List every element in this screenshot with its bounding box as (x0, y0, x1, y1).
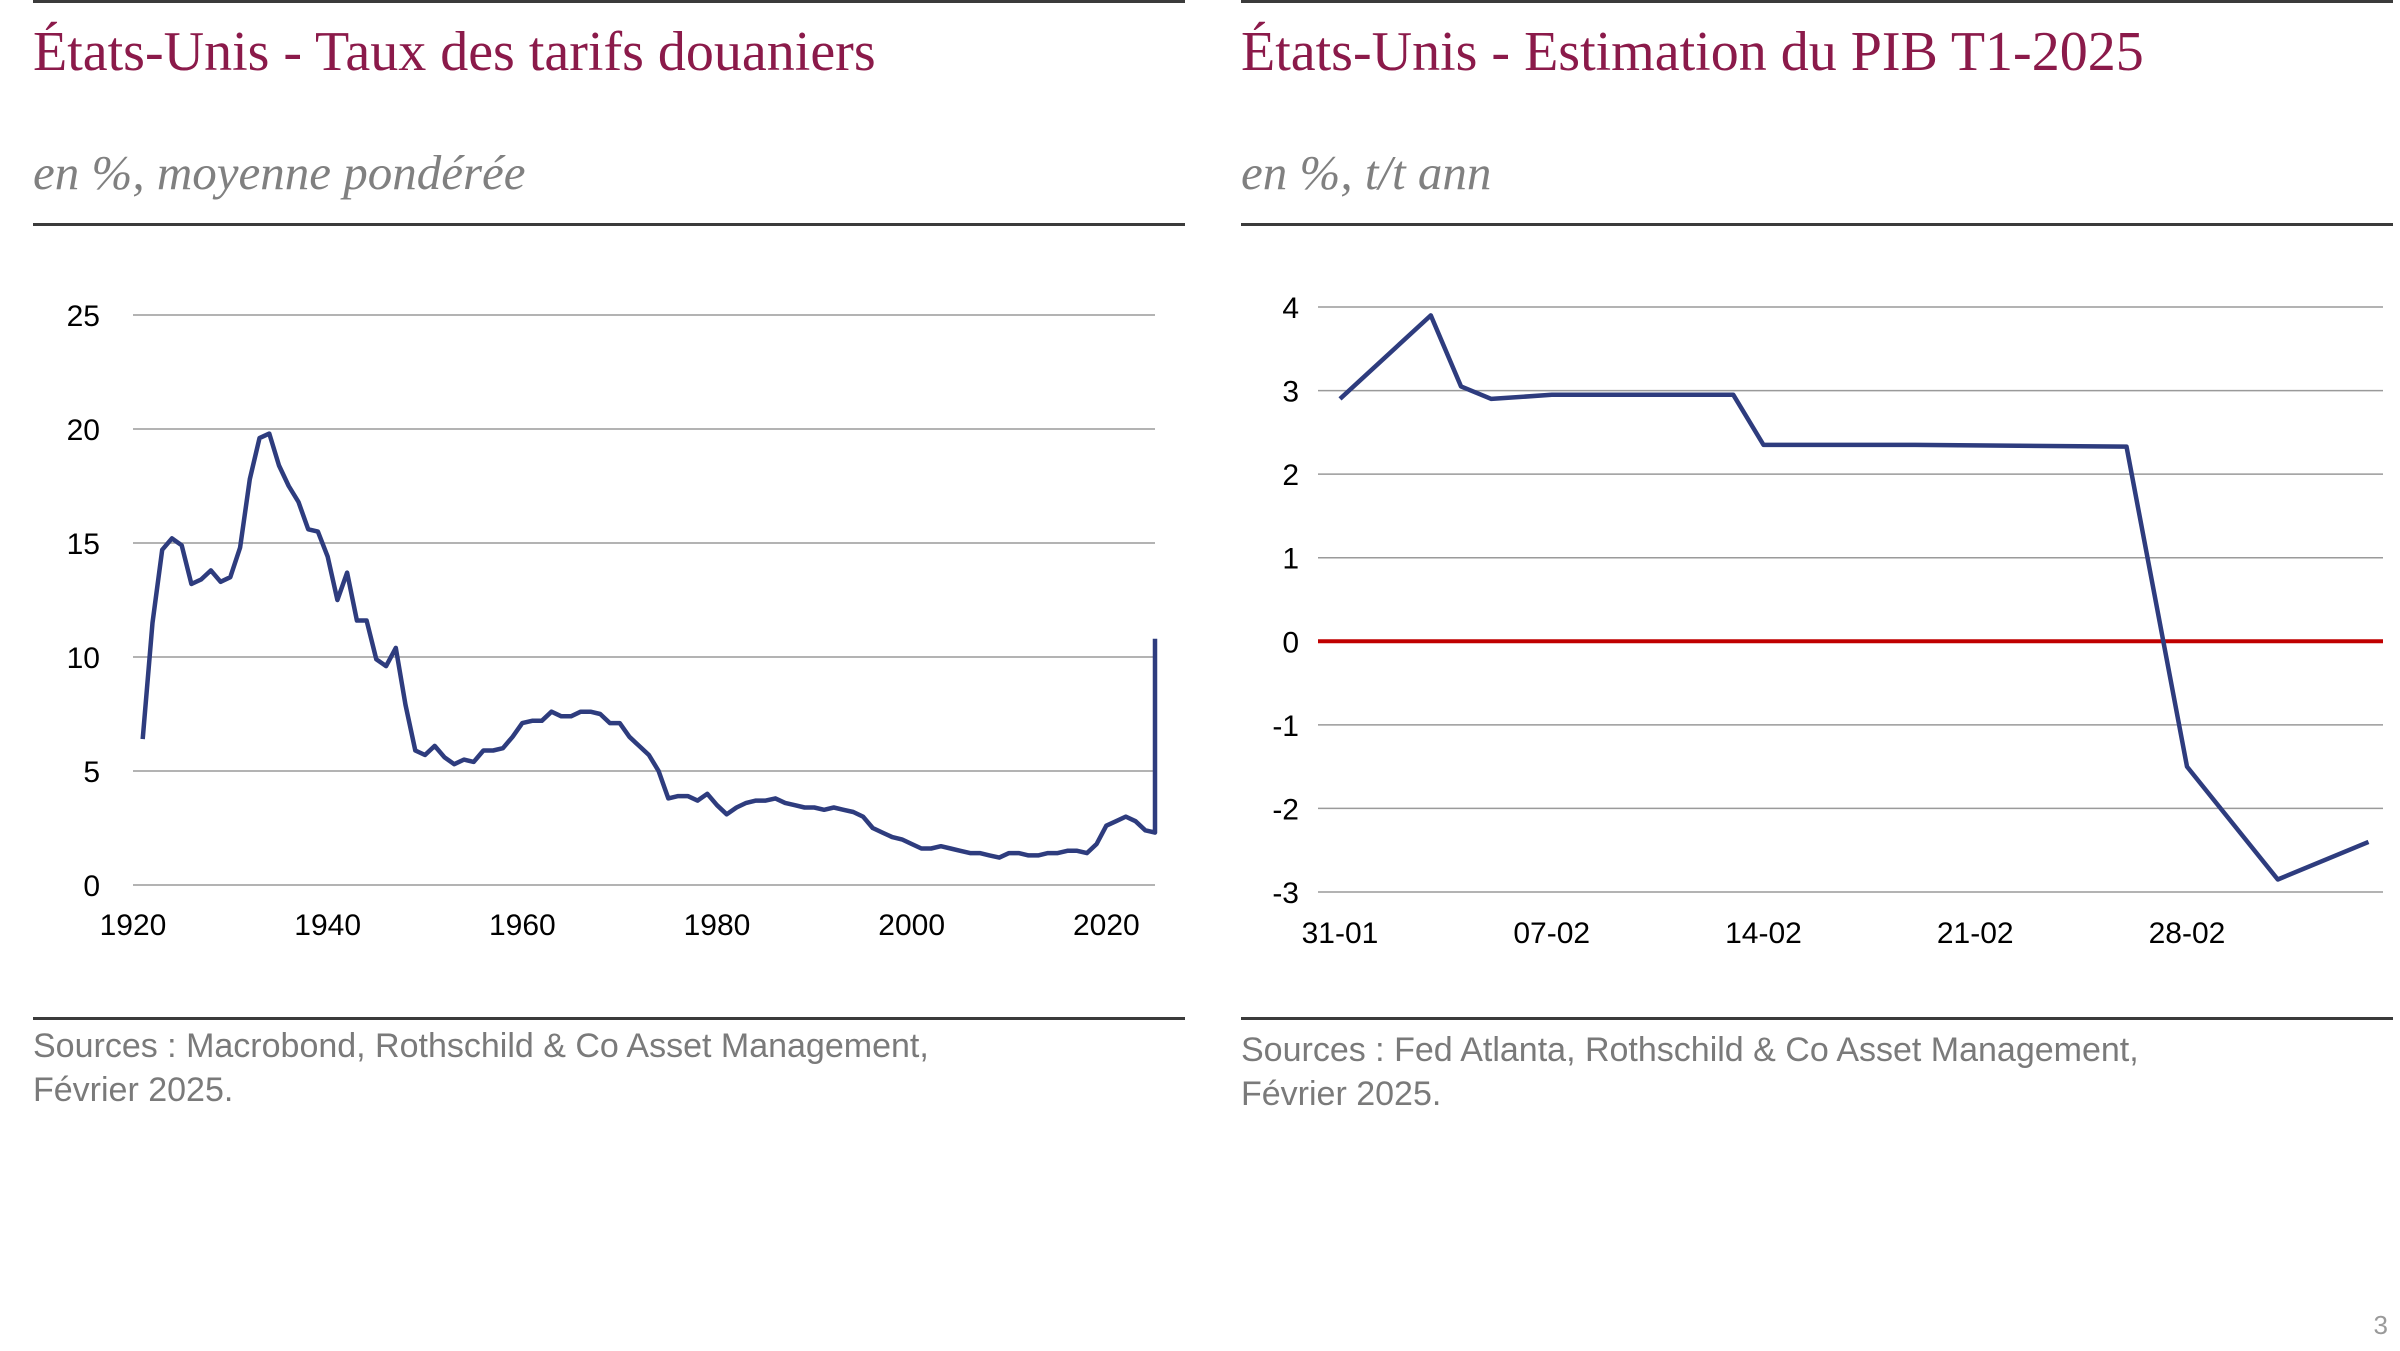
y-tick-label: 1 (1282, 543, 1299, 576)
y-tick-label: -2 (1272, 793, 1299, 826)
x-tick-label: 31-01 (1302, 917, 1379, 950)
left-panel: États-Unis - Taux des tarifs douaniers e… (33, 0, 1185, 1109)
y-tick-label: -1 (1272, 710, 1299, 743)
y-tick-label: 15 (67, 528, 100, 561)
tariff-rate-chart: 0 5 10 15 20 25 1920 1940 1960 1980 2000 2020 (67, 300, 1158, 942)
gdp-estimate-chart: -3 -2 -1 0 1 2 3 4 31-01 07-02 14-02 21-02 28-02 (1272, 292, 2383, 950)
x-tick-label: 1920 (100, 909, 167, 942)
sources-note: Sources : Fed Atlanta, Rothschild & Co A… (1241, 1031, 2139, 1113)
y-tick-label: 25 (67, 300, 100, 333)
tariff-rate-line (140, 431, 1158, 860)
y-tick-label: 0 (83, 870, 100, 903)
top-rule (1241, 0, 2393, 3)
y-tick-label: 4 (1282, 292, 1299, 325)
y-tick-label: 0 (1282, 626, 1299, 659)
gdp-estimate-line (1338, 313, 2370, 882)
x-tick-label: 1980 (684, 909, 751, 942)
y-tick-label: 5 (83, 756, 100, 789)
chart-title: États-Unis - Taux des tarifs douaniers (33, 21, 876, 83)
y-tick-label: 20 (67, 414, 100, 447)
page-number: 3 (2373, 1310, 2388, 1340)
x-tick-label: 21-02 (1937, 917, 2014, 950)
right-panel: États-Unis - Estimation du PIB T1-2025 e… (1200, 0, 2400, 1351)
y-tick-label: 2 (1282, 459, 1299, 492)
footer-rule (33, 1017, 1185, 1020)
chart-title: États-Unis - Estimation du PIB T1-2025 (1241, 21, 2144, 83)
x-tick-label: 1940 (294, 909, 361, 942)
header-rule (33, 223, 1185, 226)
x-tick-label: 2000 (878, 909, 945, 942)
y-tick-label: 10 (67, 642, 100, 675)
y-tick-label: 3 (1282, 376, 1299, 409)
x-tick-label: 1960 (489, 909, 556, 942)
x-tick-label: 14-02 (1725, 917, 1802, 950)
x-tick-label: 28-02 (2149, 917, 2226, 950)
x-tick-label: 07-02 (1513, 917, 1590, 950)
top-rule (33, 0, 1185, 3)
chart-subtitle: en %, moyenne pondérée (33, 145, 526, 200)
chart-subtitle: en %, t/t ann (1241, 145, 1492, 200)
y-tick-label: -3 (1272, 877, 1299, 910)
x-tick-label: 2020 (1073, 909, 1140, 942)
header-rule (1241, 223, 2393, 226)
sources-note: Sources : Macrobond, Rothschild & Co Ass… (33, 1027, 929, 1109)
footer-rule (1241, 1017, 2393, 1020)
